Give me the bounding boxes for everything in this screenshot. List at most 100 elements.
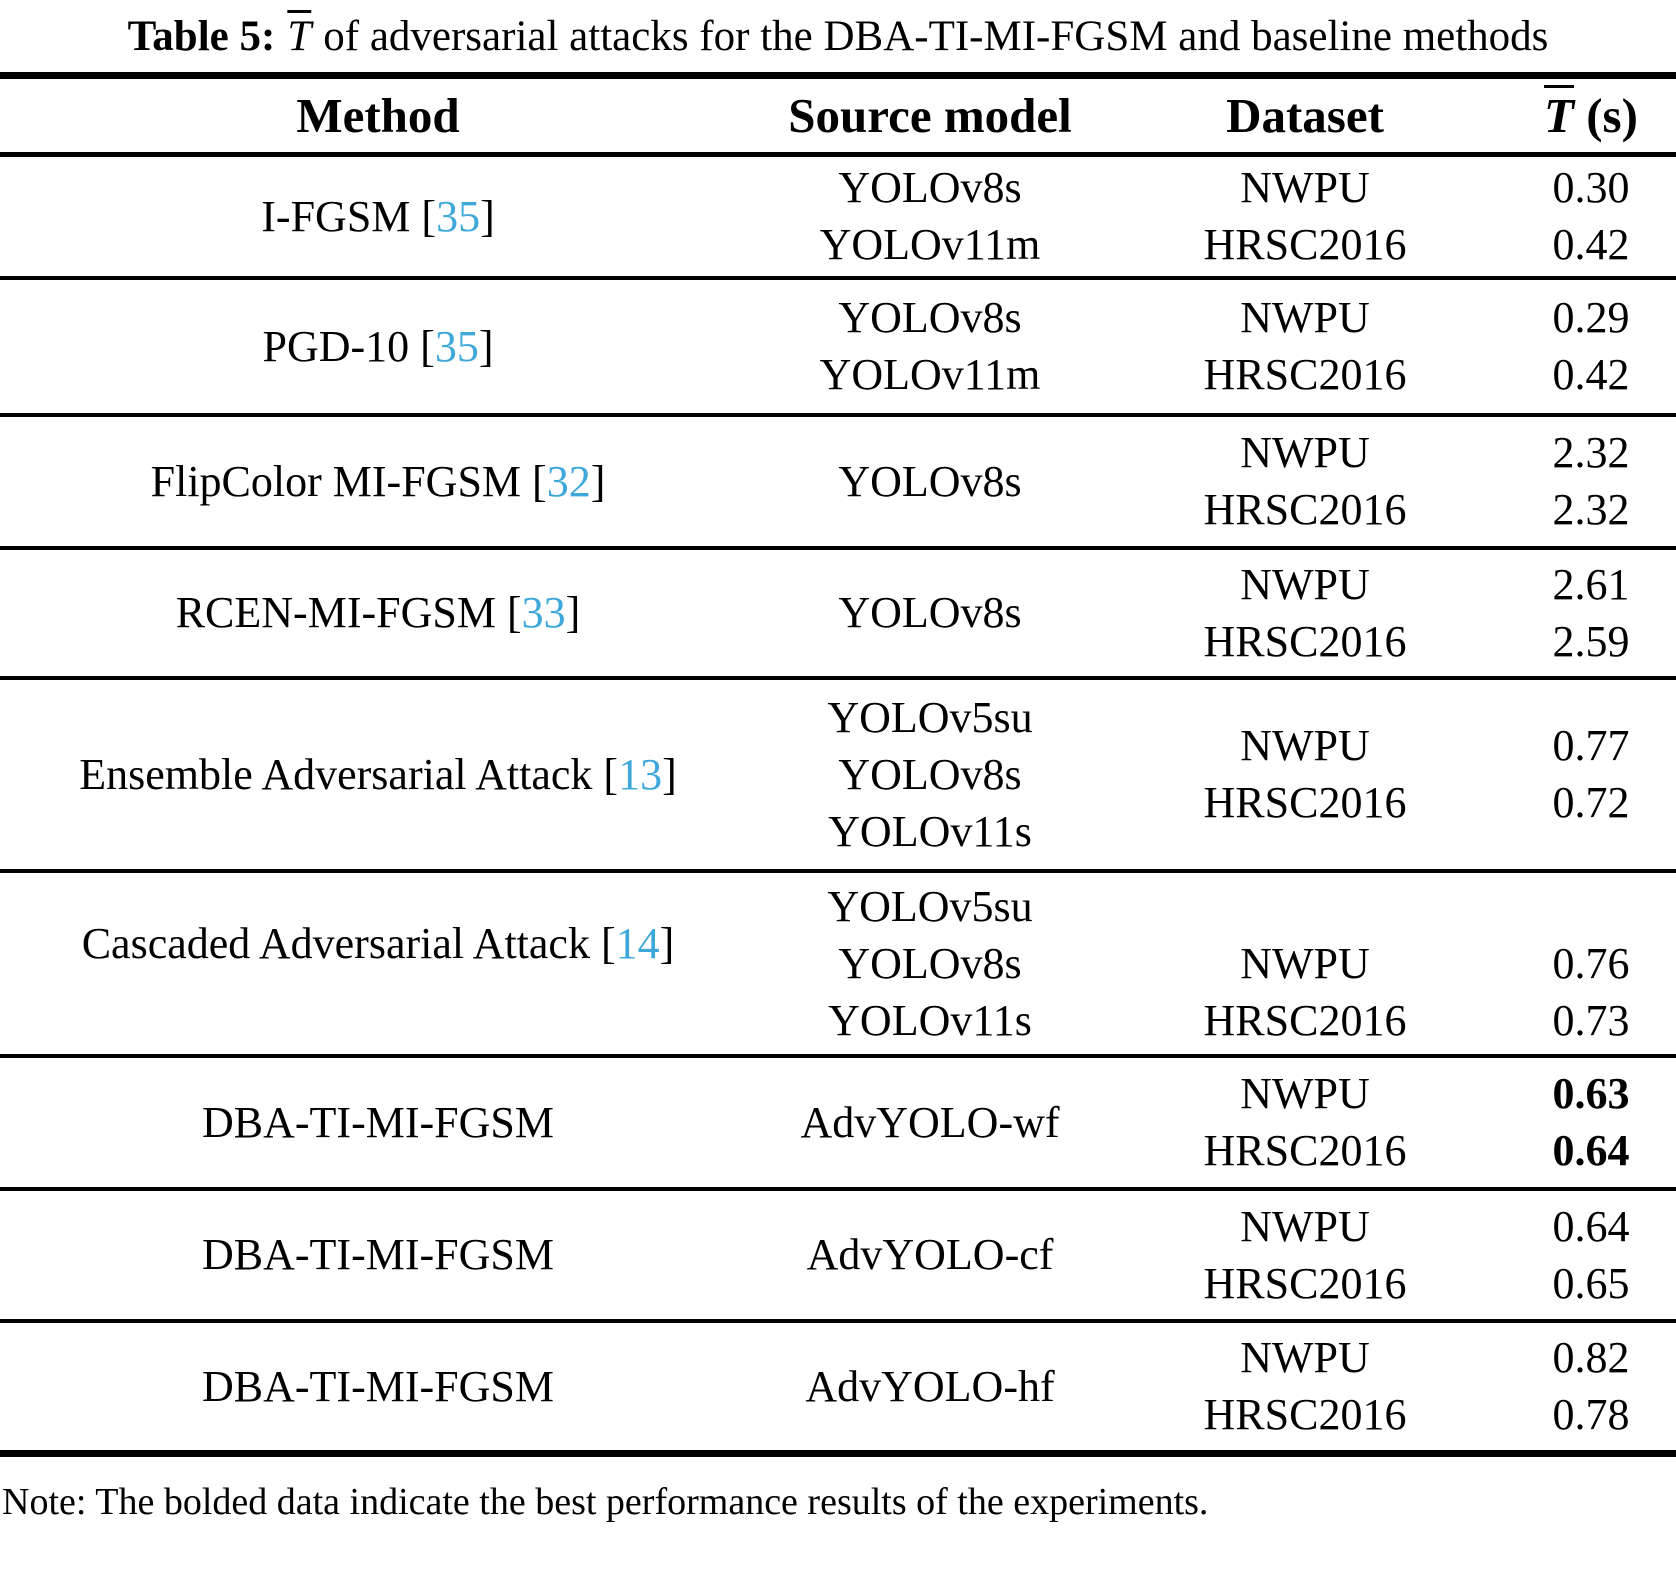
method-cell: Ensemble Adversarial Attack [13] (0, 677, 756, 873)
table-row: FlipColor MI-FGSM [32] YOLOv8s NWPU HRSC201… (0, 414, 1676, 550)
dataset-value: NWPU (1240, 428, 1370, 477)
dataset-value: HRSC2016 (1203, 1390, 1407, 1440)
source-model-value: AdvYOLO-hf (805, 1361, 1055, 1411)
time-cell: 0.77 0.72 (1506, 677, 1676, 873)
dataset-value: NWPU (1240, 1333, 1370, 1383)
time-cell: 2.32 2.32 (1506, 414, 1676, 550)
source-model-value: AdvYOLO-cf (806, 1230, 1054, 1279)
source-model-value: YOLOv8s (838, 163, 1022, 213)
table-row: RCEN-MI-FGSM [33] YOLOv8s NWPU HRSC2016 2.61… (0, 547, 1676, 680)
col-header-method: Method (0, 75, 756, 157)
method-label: PGD-10 [35] (262, 321, 494, 371)
time-value: 0.72 (1552, 778, 1630, 827)
source-model-value: YOLOv5su (827, 692, 1033, 742)
source-model-value: YOLOv8s (838, 456, 1022, 506)
col-header-source-model: Source model (756, 75, 1104, 157)
time-value: 0.73 (1552, 995, 1630, 1045)
method-cell: DBA-TI-MI-FGSM (0, 1055, 756, 1191)
dataset-value: NWPU (1240, 1201, 1370, 1251)
table-note: Note: The bolded data indicate the best … (2, 1481, 1209, 1523)
method-label: Cascaded Adversarial Attack [14] (81, 918, 675, 968)
method-label: RCEN-MI-FGSM [33] (175, 588, 581, 637)
time-cell: 0.76 0.73 (1506, 870, 1676, 1058)
dataset-cell: NWPU HRSC2016 (1104, 154, 1506, 280)
time-cell: 0.64 0.65 (1506, 1188, 1676, 1323)
time-value: 2.61 (1552, 559, 1630, 609)
method-cell: DBA-TI-MI-FGSM (0, 1321, 756, 1454)
source-model-cell: YOLOv5su YOLOv8s YOLOv11s (756, 677, 1104, 873)
table-title-text: of adversarial attacks for the DBA-TI-MI… (323, 12, 1549, 60)
time-value: 0.64 (1552, 1126, 1630, 1175)
dataset-value: NWPU (1240, 163, 1370, 213)
dataset-value: NWPU (1240, 293, 1370, 342)
time-value: 0.76 (1552, 938, 1630, 988)
time-cell: 0.82 0.78 (1506, 1321, 1676, 1454)
source-model-value: YOLOv8s (838, 749, 1022, 799)
method-cell: I-FGSM [35] (0, 154, 756, 280)
time-cell: 0.30 0.42 (1506, 154, 1676, 280)
source-model-value: YOLOv8s (838, 588, 1022, 637)
table-row: DBA-TI-MI-FGSM AdvYOLO-cf NWPU HRSC2016 0.64… (0, 1188, 1676, 1323)
dataset-value: HRSC2016 (1203, 485, 1407, 534)
time-value: 0.65 (1552, 1258, 1630, 1308)
dataset-value: NWPU (1240, 938, 1370, 988)
citation-link[interactable]: 35 (436, 191, 481, 241)
time-value: 2.32 (1552, 428, 1630, 477)
col-header-dataset: Dataset (1104, 75, 1506, 157)
source-model-value: YOLOv11s (828, 995, 1032, 1045)
source-model-cell: YOLOv8s YOLOv11m (756, 154, 1104, 280)
time-value: 2.32 (1552, 485, 1630, 534)
citation-link[interactable]: 33 (521, 588, 566, 637)
dataset-value: NWPU (1240, 559, 1370, 609)
dataset-cell: NWPU HRSC2016 (1104, 414, 1506, 550)
time-cell: 2.61 2.59 (1506, 547, 1676, 680)
source-model-cell: YOLOv8s (756, 414, 1104, 550)
time-value: 0.77 (1552, 721, 1630, 770)
method-cell: RCEN-MI-FGSM [33] (0, 547, 756, 680)
method-cell: Cascaded Adversarial Attack [14] (0, 870, 756, 1058)
method-label: I-FGSM [35] (261, 191, 495, 241)
dataset-value: HRSC2016 (1203, 616, 1407, 666)
table-row: Cascaded Adversarial Attack [14] YOLOv5su… (0, 870, 1676, 1058)
dataset-value: NWPU (1240, 721, 1370, 770)
source-model-value: YOLOv8s (838, 938, 1022, 988)
citation-link[interactable]: 32 (546, 456, 591, 506)
citation-link[interactable]: 13 (618, 749, 663, 799)
time-cell: 0.29 0.42 (1506, 277, 1676, 417)
citation-link[interactable]: 35 (434, 321, 479, 371)
dataset-cell: NWPU HRSC2016 (1104, 1321, 1506, 1454)
method-label: DBA-TI-MI-FGSM (202, 1361, 554, 1411)
source-model-value: YOLOv11s (828, 806, 1032, 856)
method-cell: DBA-TI-MI-FGSM (0, 1188, 756, 1323)
method-label: DBA-TI-MI-FGSM (202, 1097, 554, 1147)
method-label: DBA-TI-MI-FGSM (202, 1230, 554, 1279)
table-row: I-FGSM [35] YOLOv8s YOLOv11m NWPU HRSC2016 0.… (0, 154, 1676, 280)
dataset-cell: NWPU HRSC2016 (1104, 277, 1506, 417)
source-model-cell: AdvYOLO-cf (756, 1188, 1104, 1323)
dataset-cell: NWPU HRSC2016 (1104, 547, 1506, 680)
method-label: FlipColor MI-FGSM [32] (150, 456, 606, 506)
t-bar-symbol: T (287, 12, 312, 60)
method-cell: PGD-10 [35] (0, 277, 756, 417)
table-row: Ensemble Adversarial Attack [13] YOLOv5su… (0, 677, 1676, 873)
source-model-cell: YOLOv5su YOLOv8s YOLOv11s (756, 870, 1104, 1058)
dataset-cell: NWPU HRSC2016 (1104, 1055, 1506, 1191)
source-model-cell: YOLOv8s YOLOv11m (756, 277, 1104, 417)
citation-link[interactable]: 14 (615, 918, 660, 968)
source-model-value: YOLOv11m (819, 220, 1041, 270)
table-row: DBA-TI-MI-FGSM AdvYOLO-wf NWPU HRSC2016 0.63… (0, 1055, 1676, 1191)
time-value: 0.42 (1552, 220, 1630, 270)
time-value: 0.82 (1552, 1333, 1630, 1383)
dataset-value: HRSC2016 (1203, 1258, 1407, 1308)
table-row: DBA-TI-MI-FGSM AdvYOLO-hf NWPU HRSC2016 0.82… (0, 1321, 1676, 1454)
header-row: Method Source model Dataset T (s) (0, 75, 1676, 157)
dataset-cell: NWPU HRSC2016 (1104, 677, 1506, 873)
dataset-value: HRSC2016 (1203, 1126, 1407, 1175)
table-row: PGD-10 [35] YOLOv8s YOLOv11m NWPU HRSC2016 0.… (0, 277, 1676, 417)
time-value: 0.42 (1552, 350, 1630, 399)
dataset-cell: NWPU HRSC2016 (1104, 1188, 1506, 1323)
source-model-value: YOLOv8s (838, 293, 1022, 342)
method-label: Ensemble Adversarial Attack [13] (79, 749, 677, 799)
source-model-value: YOLOv11m (819, 350, 1041, 399)
source-model-cell: YOLOv8s (756, 547, 1104, 680)
